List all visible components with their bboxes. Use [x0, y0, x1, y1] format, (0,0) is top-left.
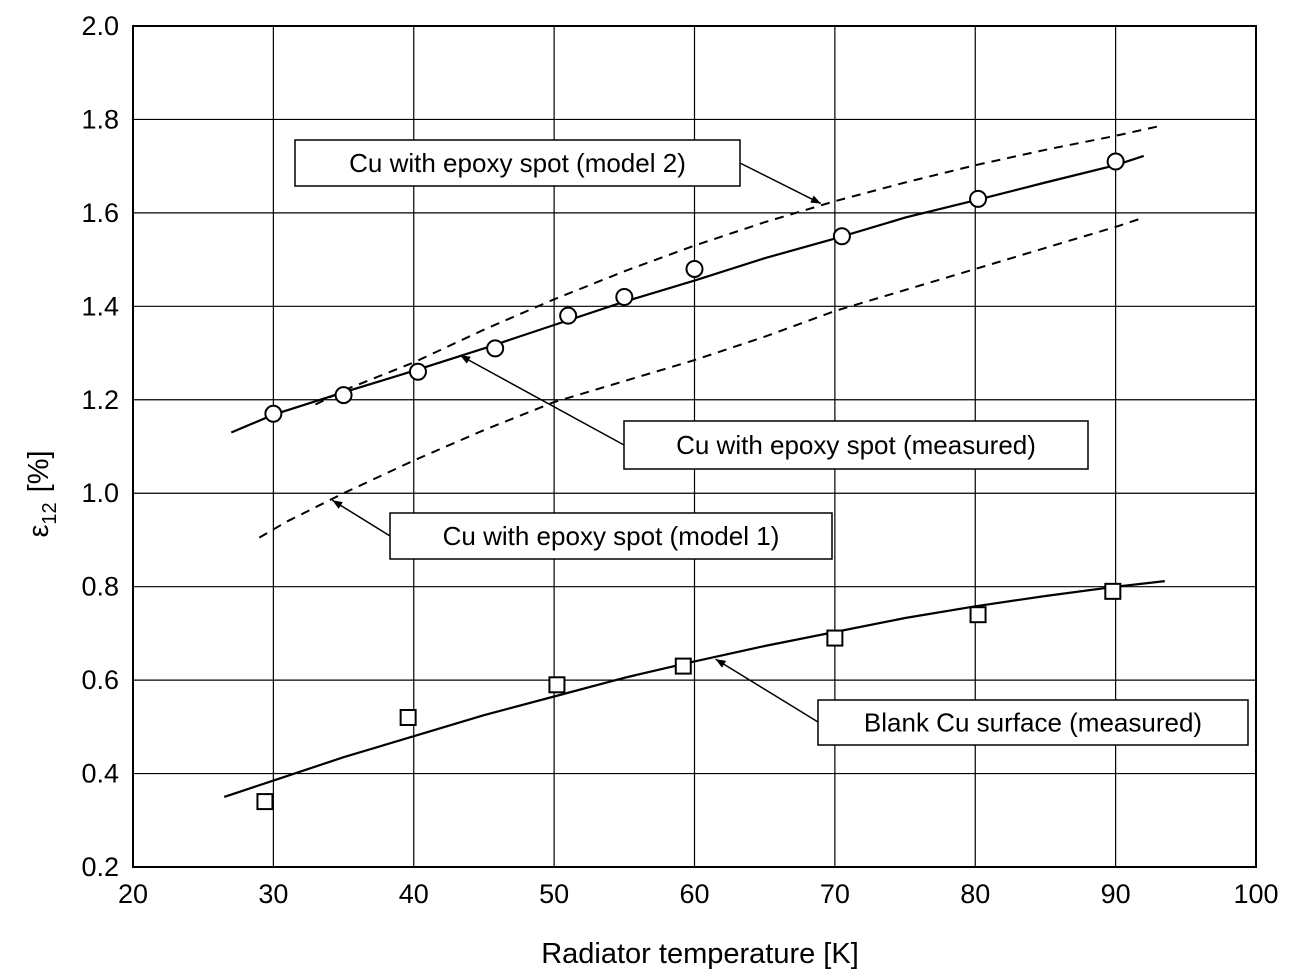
- annotation-label: Cu with epoxy spot (model 1): [443, 521, 780, 551]
- annotation-box: [389, 512, 833, 560]
- y-tick-label: 1.8: [81, 104, 119, 134]
- annotation-arrow: [739, 162, 822, 205]
- circle-marker: [559, 306, 578, 325]
- dashed-curve: [258, 216, 1145, 539]
- x-tick-label: 50: [539, 879, 569, 909]
- circle-marker: [334, 386, 353, 405]
- x-tick-label: 40: [399, 879, 429, 909]
- y-axis-subscript: 12: [39, 502, 61, 524]
- y-tick-label: 2.0: [81, 11, 119, 41]
- annotation-label: Cu with epoxy spot (model 2): [349, 148, 686, 178]
- dashed-curve: [315, 125, 1158, 406]
- annotation-box: [294, 139, 741, 187]
- circle-marker: [685, 259, 704, 278]
- circle-marker: [264, 404, 283, 423]
- annotation-label: Cu with epoxy spot (measured): [676, 430, 1036, 460]
- circle-marker: [832, 227, 851, 246]
- circle-marker: [408, 362, 427, 381]
- x-tick-label: 30: [258, 879, 288, 909]
- y-tick-label: 0.8: [81, 572, 119, 602]
- annotation-arrow: [459, 354, 625, 446]
- square-marker: [969, 606, 987, 624]
- y-tick-label: 1.4: [81, 291, 119, 321]
- square-marker: [256, 793, 274, 811]
- y-tick-label: 0.2: [81, 852, 119, 882]
- solid-curve: [223, 580, 1165, 798]
- x-tick-label: 90: [1101, 879, 1131, 909]
- y-axis-unit: [%]: [23, 450, 55, 492]
- square-marker: [399, 708, 417, 726]
- circle-marker: [969, 189, 988, 208]
- x-tick-label: 100: [1233, 879, 1278, 909]
- plot-frame: [132, 25, 1257, 868]
- data-points: [256, 152, 1125, 811]
- solid-curve: [230, 154, 1145, 434]
- circle-marker: [486, 339, 505, 358]
- y-tick-label: 1.0: [81, 478, 119, 508]
- annotation-arrow: [331, 499, 391, 537]
- annotation-label: Blank Cu surface (measured): [864, 708, 1202, 738]
- tick-labels: 20 30 40 50 60 70 80 90 100 0.2 0.4 0.6 0.8 1.0 1.2 1.4…: [81, 11, 1278, 909]
- x-tick-label: 70: [820, 879, 850, 909]
- y-tick-label: 0.6: [81, 665, 119, 695]
- square-marker: [674, 657, 692, 675]
- x-axis-label: Radiator temperature [K]: [541, 938, 859, 970]
- square-marker: [548, 676, 566, 694]
- y-axis-symbol: ε: [23, 525, 55, 538]
- x-tick-label: 60: [679, 879, 709, 909]
- x-tick-label: 20: [118, 879, 148, 909]
- y-tick-label: 1.6: [81, 198, 119, 228]
- grid: [132, 25, 1257, 868]
- annotations: Cu with epoxy spot (model 2) Cu with epox…: [294, 139, 1249, 746]
- circle-marker: [615, 287, 634, 306]
- x-tick-label: 80: [960, 879, 990, 909]
- y-axis-label: ε12 [%]: [23, 450, 61, 537]
- annotation-box: [817, 699, 1249, 746]
- annotation-arrow: [715, 658, 819, 723]
- y-tick-label: 1.2: [81, 385, 119, 415]
- square-marker: [1104, 582, 1122, 600]
- square-marker: [826, 629, 844, 647]
- annotation-box: [623, 420, 1089, 470]
- y-tick-label: 0.4: [81, 759, 119, 789]
- circle-marker: [1106, 152, 1125, 171]
- curves: [223, 125, 1165, 798]
